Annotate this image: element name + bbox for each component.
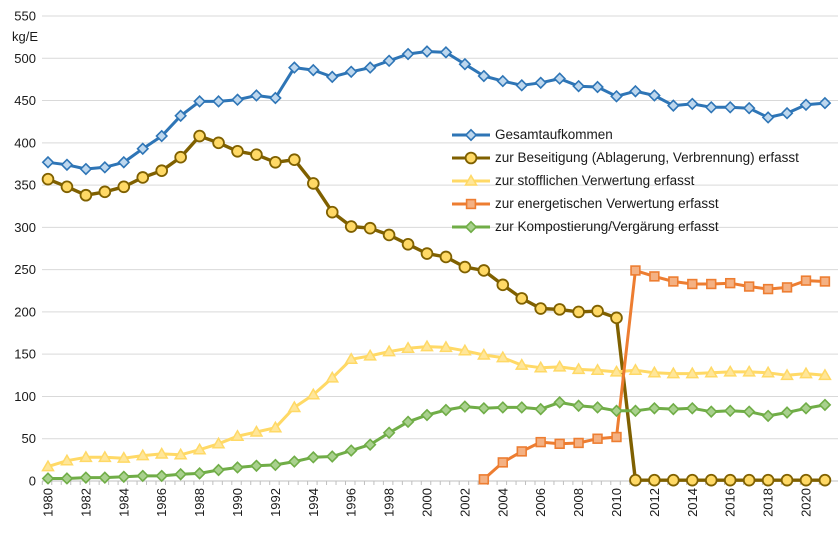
series-zur-stofflichen-verwertung-erfasst [41,339,832,472]
legend-item-zur-kompostierung-vergärung-erfasst: zur Kompostierung/Vergärung erfasst [452,215,799,238]
svg-text:1996: 1996 [344,488,359,517]
legend-label: Gesamtaufkommen [495,127,613,142]
legend-label: zur energetischen Verwertung erfasst [495,196,719,211]
y-tick-labels: 0 50 100 150 200 250 300 350 400 450 500 550 [14,9,36,489]
legend-label: zur Kompostierung/Vergärung erfasst [495,219,719,234]
legend-triangle-swatch-icon [452,173,490,186]
svg-text:1998: 1998 [382,488,397,517]
series-zur-energetischen-verwertung-erfasst [478,265,831,485]
svg-text:0: 0 [29,474,36,489]
legend-diamond-swatch-icon [452,128,490,141]
svg-text:2008: 2008 [571,488,586,517]
legend-label: zur Beseitigung (Ablagerung, Verbrennung… [495,150,799,165]
svg-text:2014: 2014 [685,488,700,517]
svg-text:350: 350 [14,178,36,193]
gridlines [42,15,838,440]
legend-item-gesamtaufkommen: Gesamtaufkommen [452,123,799,146]
legend-label: zur stofflichen Verwertung erfasst [495,173,695,188]
legend-item-zur-energetischen-verwertung-erfasst: zur energetischen Verwertung erfasst [452,192,799,215]
svg-text:1990: 1990 [230,488,245,517]
svg-text:1988: 1988 [192,488,207,517]
svg-text:500: 500 [14,51,36,66]
svg-text:2018: 2018 [761,488,776,517]
svg-text:2010: 2010 [609,488,624,517]
svg-text:550: 550 [14,9,36,24]
series-gesamtaufkommen [41,45,832,176]
legend: Gesamtaufkommen zur Beseitigung (Ablageru… [452,123,799,238]
legend-circle-swatch-icon [452,151,490,164]
svg-text:2000: 2000 [420,488,435,517]
y-axis-unit-label: kg/E [11,29,38,44]
svg-text:1980: 1980 [41,488,56,517]
svg-text:1994: 1994 [306,488,321,517]
legend-square-swatch-icon [452,198,490,209]
svg-text:150: 150 [14,347,36,362]
svg-text:1992: 1992 [268,488,283,517]
svg-text:2016: 2016 [723,488,738,517]
svg-text:100: 100 [14,389,36,404]
svg-text:1986: 1986 [154,488,169,517]
series-zur-beseitigung-ablagerung-verbrennung-erfasst [41,129,832,487]
svg-text:50: 50 [22,431,36,446]
svg-text:2012: 2012 [647,488,662,517]
series-zur-kompostierung-vergärung-erfasst [41,396,832,485]
x-tick-labels: 1980 1982 1984 1986 1988 1990 1992 1994 1996 1998… [41,488,814,517]
svg-text:2004: 2004 [495,488,510,517]
legend-item-zur-beseitigung-ablagerung-verbrennung-erfasst: zur Beseitigung (Ablagerung, Verbrennung… [452,146,799,169]
svg-text:450: 450 [14,93,36,108]
legend-diamond-swatch-icon [452,220,490,233]
svg-text:300: 300 [14,220,36,235]
svg-text:2006: 2006 [533,488,548,517]
svg-text:1984: 1984 [116,488,131,517]
svg-text:250: 250 [14,262,36,277]
svg-text:2002: 2002 [457,488,472,517]
svg-text:200: 200 [14,304,36,319]
svg-text:1982: 1982 [78,488,93,517]
legend-item-zur-stofflichen-verwertung-erfasst: zur stofflichen Verwertung erfasst [452,169,799,192]
svg-text:400: 400 [14,135,36,150]
svg-text:2020: 2020 [799,488,814,517]
